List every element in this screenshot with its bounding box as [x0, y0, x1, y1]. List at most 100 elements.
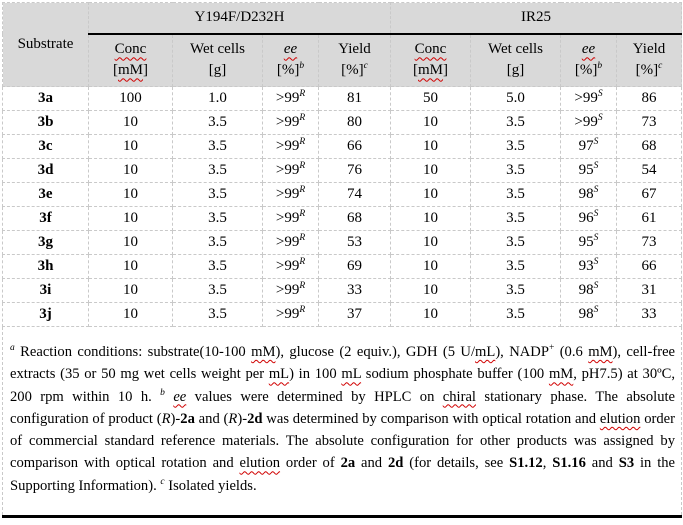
- ee-configuration: S: [593, 137, 599, 147]
- cell-ee: 96S: [560, 206, 618, 231]
- cell-ee: >99R: [262, 230, 319, 255]
- footnote-run: mL: [341, 366, 362, 383]
- ee-configuration: R: [299, 257, 306, 267]
- footnote-run: )-: [237, 410, 248, 427]
- column-header-label: Conc: [114, 41, 147, 58]
- cell-ee: >99R: [262, 302, 319, 327]
- cell-ee: >99R: [262, 278, 319, 303]
- column-header-label: ee: [283, 41, 298, 58]
- column-unit-label: mM: [418, 62, 444, 79]
- footnote-run: c: [160, 476, 165, 487]
- footnote-run: order of: [280, 455, 341, 472]
- cell-wet-cells: 3.5: [470, 206, 562, 231]
- ee-value: 93: [578, 258, 594, 274]
- ee-configuration: R: [299, 113, 306, 123]
- ee-configuration: S: [593, 209, 599, 219]
- footnote-run: , pH7.5) at 30ºC, 200 rpm within 10 h.: [10, 366, 676, 405]
- ee-value: >99: [275, 234, 300, 250]
- cell-yield: 68: [616, 134, 683, 159]
- column-unit-label: [g]: [208, 62, 227, 79]
- footnote-run: S1.16: [552, 455, 586, 472]
- footnote-run: mM: [588, 344, 613, 360]
- cell-wet-cells: 3.5: [470, 110, 562, 135]
- ee-value: 97: [578, 138, 594, 154]
- ee-value: 98: [578, 282, 594, 298]
- cell-conc: 10: [88, 158, 173, 183]
- ee-value: >99: [275, 258, 300, 274]
- table-header: Substrate Y194F/D232H IR25 Conc [mM] Wet c…: [2, 2, 683, 87]
- ee-value: 96: [578, 210, 594, 226]
- column-header-wet-cells: Wet cells [g]: [172, 33, 263, 87]
- cell-ee: 98S: [560, 278, 618, 303]
- cell-ee: 95S: [560, 230, 618, 255]
- cell-ee: >99R: [262, 206, 319, 231]
- column-header-ee: ee [%]b: [560, 33, 618, 87]
- cell-wet-cells: 3.5: [172, 278, 263, 303]
- cell-yield: 73: [616, 230, 683, 255]
- column-header-yield: Yield [%]c: [616, 33, 683, 87]
- cell-ee: 95S: [560, 158, 618, 183]
- column-unit-label: ]: [443, 62, 449, 79]
- table-footer: a Reaction conditions: substrate(10-100 …: [1, 326, 683, 517]
- cell-yield: 67: [616, 182, 683, 207]
- cell-substrate: 3a: [2, 86, 89, 111]
- footnote-run: (for details, see: [403, 455, 510, 472]
- cell-conc: 10: [88, 206, 173, 231]
- table-row: 3c 10 3.5 >99R 66 10 3.5 97S 68: [2, 134, 683, 159]
- footnote-run: chiral: [442, 388, 476, 405]
- cell-conc: 10: [390, 110, 472, 135]
- ee-configuration: S: [593, 281, 599, 291]
- ee-configuration: S: [593, 305, 599, 315]
- cell-substrate: 3c: [2, 134, 89, 159]
- column-unit-label: ]: [143, 62, 148, 79]
- cell-substrate: 3h: [2, 254, 89, 279]
- footnote-run: ) in 100: [289, 366, 342, 383]
- ee-configuration: R: [299, 137, 306, 147]
- cell-conc: 50: [390, 86, 472, 111]
- cell-ee: >99R: [262, 86, 319, 111]
- group-header-y194f-d232h: Y194F/D232H: [87, 2, 392, 35]
- sub-header-row: Conc [mM] Wet cells [g] ee [%]b Yield [%]c Conc[…: [3, 33, 683, 87]
- ee-configuration: R: [299, 161, 306, 171]
- cell-yield: 31: [616, 278, 683, 303]
- cell-wet-cells: 3.5: [470, 134, 562, 159]
- table-row: 3d 10 3.5 >99R 76 10 3.5 95S 54: [2, 158, 683, 183]
- footnote-run: S1.12: [509, 455, 543, 472]
- column-header-yield: Yield [%]c: [317, 33, 392, 87]
- table-row: 3i 10 3.5 >99R 33 10 3.5 98S 31: [2, 278, 683, 303]
- cell-wet-cells: 3.5: [172, 206, 263, 231]
- cell-substrate: 3g: [2, 230, 89, 255]
- cell-ee: >99R: [262, 254, 319, 279]
- cell-conc: 10: [88, 110, 173, 135]
- cell-wet-cells: 3.5: [470, 182, 562, 207]
- footnote-run: b: [160, 387, 165, 398]
- cell-conc: 10: [390, 158, 472, 183]
- column-header-wet-cells: Wet cells [g]: [470, 33, 562, 87]
- ee-configuration: R: [299, 281, 306, 291]
- cell-conc: 10: [88, 302, 173, 327]
- group-header-ir25: IR25: [390, 2, 683, 35]
- column-unit-label: [%]: [341, 62, 364, 79]
- cell-yield: 69: [317, 254, 392, 279]
- ee-value: >99: [275, 138, 300, 154]
- footnote-marker: c: [363, 61, 368, 72]
- footnote-marker: b: [299, 61, 305, 72]
- footnote-run: elution: [599, 410, 641, 427]
- cell-yield: 68: [317, 206, 392, 231]
- cell-substrate: 3e: [2, 182, 89, 207]
- cell-conc: 100: [88, 86, 173, 111]
- ee-value: >99: [574, 90, 598, 106]
- ee-value: 98: [578, 186, 594, 202]
- group-header-row: Substrate Y194F/D232H IR25: [2, 2, 683, 87]
- cell-ee: >99R: [262, 134, 319, 159]
- column-unit-label: [g]: [506, 62, 525, 79]
- column-unit-label: mM: [117, 62, 143, 79]
- column-header-label: Wet cells: [488, 41, 544, 58]
- cell-wet-cells: 3.5: [172, 254, 263, 279]
- footnote-run: sodium phosphate buffer (100: [361, 366, 549, 383]
- ee-value: >99: [275, 90, 300, 106]
- footnote-run: S3: [618, 455, 635, 472]
- cell-yield: 74: [317, 182, 392, 207]
- column-header-label: Conc: [414, 41, 447, 58]
- cell-yield: 76: [317, 158, 392, 183]
